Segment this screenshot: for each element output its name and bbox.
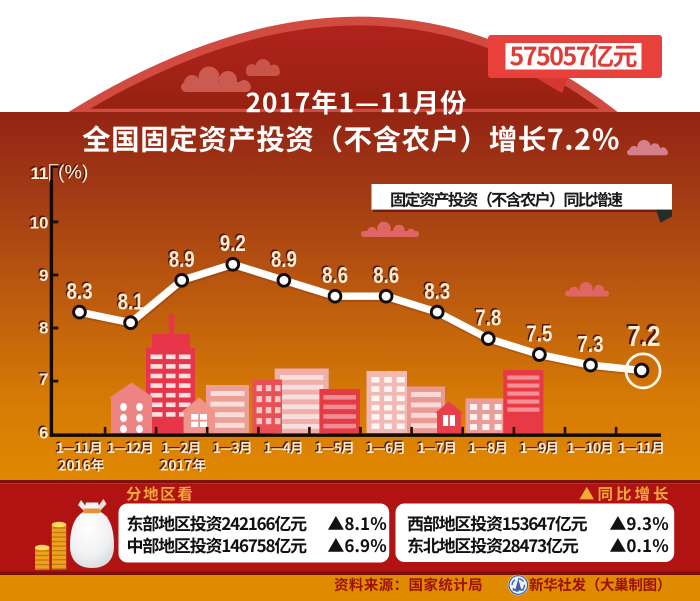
svg-text:8.3: 8.3 (65, 276, 91, 302)
svg-text:8: 8 (39, 319, 48, 338)
svg-text:(%): (%) (57, 160, 87, 182)
svg-text:8.3: 8.3 (423, 276, 449, 302)
svg-text:9.2: 9.2 (218, 229, 244, 255)
svg-text:7.5: 7.5 (526, 320, 552, 346)
svg-text:8.6: 8.6 (322, 262, 348, 288)
svg-text:8.1: 8.1 (116, 287, 142, 313)
svg-text:6: 6 (39, 424, 48, 443)
svg-text:6: 6 (38, 422, 47, 441)
svg-text:8.9: 8.9 (167, 245, 193, 271)
svg-text:8.6: 8.6 (372, 261, 398, 287)
svg-text:8.6: 8.6 (373, 262, 399, 288)
svg-text:9.2: 9.2 (220, 230, 246, 256)
svg-text:7: 7 (39, 370, 48, 389)
svg-text:8.3: 8.3 (424, 278, 450, 304)
svg-text:11: 11 (31, 164, 49, 183)
svg-text:9: 9 (38, 265, 47, 284)
svg-text:7: 7 (38, 369, 47, 388)
svg-text:7.3: 7.3 (576, 330, 602, 356)
svg-text:8.1: 8.1 (118, 288, 144, 314)
svg-text:8.6: 8.6 (321, 261, 347, 287)
svg-text:8: 8 (38, 317, 47, 336)
svg-text:8.9: 8.9 (169, 246, 195, 272)
svg-text:7.5: 7.5 (525, 319, 551, 345)
svg-text:7.8: 7.8 (475, 304, 501, 330)
svg-text:11: 11 (29, 163, 47, 182)
svg-text:7.2: 7.2 (628, 321, 661, 353)
svg-text:7.8: 7.8 (474, 303, 500, 329)
svg-text:9: 9 (39, 266, 48, 285)
svg-text:10: 10 (28, 212, 47, 231)
svg-text:8.9: 8.9 (271, 246, 297, 272)
svg-text:(%): (%) (58, 162, 88, 184)
svg-text:10: 10 (30, 214, 49, 233)
svg-text:7.2: 7.2 (626, 319, 659, 351)
svg-text:8.9: 8.9 (270, 245, 296, 271)
svg-text:8.3: 8.3 (67, 278, 93, 304)
svg-text:7.3: 7.3 (578, 331, 604, 357)
